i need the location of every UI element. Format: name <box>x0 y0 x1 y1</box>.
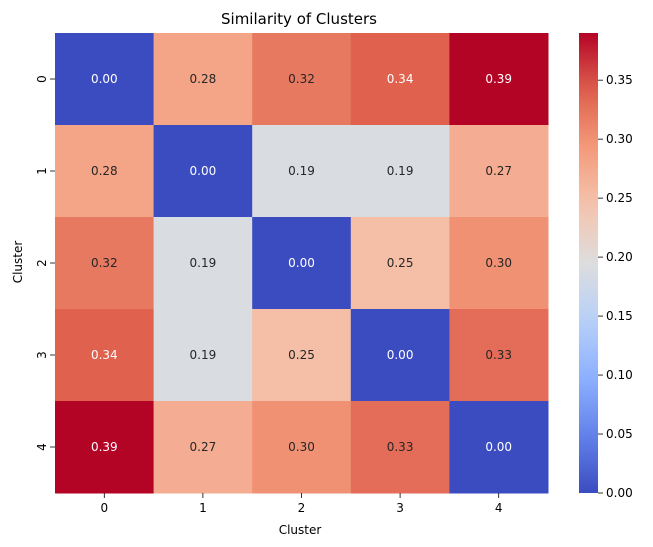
x-tick-label: 4 <box>495 501 503 515</box>
heatmap-cell <box>449 309 549 402</box>
heatmap-cell <box>252 401 352 494</box>
cell-value-label: 0.32 <box>288 72 315 86</box>
cell-value-label: 0.00 <box>91 72 118 86</box>
cell-value-label: 0.39 <box>91 440 118 454</box>
heatmap-cell <box>55 217 155 310</box>
cell-value-label: 0.30 <box>288 440 315 454</box>
cell-value-label: 0.32 <box>91 256 118 270</box>
colorbar-tick-label: 0.30 <box>606 132 633 146</box>
x-axis-label: Cluster <box>279 523 322 537</box>
heatmap-cell <box>55 309 155 402</box>
y-tick-label: 0 <box>35 75 49 83</box>
heatmap-cell <box>449 217 549 310</box>
heatmap-cell <box>252 217 352 310</box>
cell-value-label: 0.00 <box>387 348 414 362</box>
colorbar-tick-label: 0.20 <box>606 250 633 264</box>
cell-value-label: 0.33 <box>485 348 512 362</box>
heatmap-cell <box>153 401 253 494</box>
cell-value-label: 0.30 <box>485 256 512 270</box>
heatmap-cell <box>350 125 450 218</box>
colorbar-ticks: 0.00 0.05 0.10 0.15 0.20 0.25 0.30 0.35 <box>598 73 633 500</box>
y-axis-label: Cluster <box>11 241 25 284</box>
heatmap-cell <box>153 125 253 218</box>
cell-value-label: 0.27 <box>485 164 512 178</box>
colorbar <box>579 33 598 493</box>
chart-title: Similarity of Clusters <box>221 10 377 28</box>
heatmap-cells: 0.00 0.28 0.32 0.34 0.39 0.28 0.00 0.19 0.19 0.27… <box>55 33 549 494</box>
x-axis-ticks: 0 1 2 3 4 <box>100 493 503 515</box>
heatmap-cell <box>153 309 253 402</box>
x-tick-label: 0 <box>100 501 108 515</box>
colorbar-tick-label: 0.05 <box>606 427 633 441</box>
heatmap-cell <box>153 33 253 126</box>
cell-value-label: 0.28 <box>190 72 217 86</box>
heatmap-cell <box>449 401 549 494</box>
cell-value-label: 0.19 <box>190 348 217 362</box>
heatmap-cell <box>252 33 352 126</box>
heatmap-cell <box>350 401 450 494</box>
y-tick-label: 1 <box>35 167 49 175</box>
heatmap-cell <box>55 33 155 126</box>
heatmap-cell <box>55 401 155 494</box>
colorbar-tick-label: 0.10 <box>606 368 633 382</box>
y-tick-label: 2 <box>35 259 49 267</box>
cell-value-label: 0.28 <box>91 164 118 178</box>
cell-value-label: 0.19 <box>190 256 217 270</box>
heatmap-cell <box>252 125 352 218</box>
cell-value-label: 0.19 <box>387 164 414 178</box>
cell-value-label: 0.19 <box>288 164 315 178</box>
y-tick-label: 3 <box>35 351 49 359</box>
cell-value-label: 0.33 <box>387 440 414 454</box>
heatmap-cell <box>449 125 549 218</box>
cell-value-label: 0.39 <box>485 72 512 86</box>
cell-value-label: 0.25 <box>288 348 315 362</box>
cell-value-label: 0.00 <box>485 440 512 454</box>
x-tick-label: 1 <box>199 501 207 515</box>
cell-value-label: 0.27 <box>190 440 217 454</box>
cell-value-label: 0.34 <box>91 348 118 362</box>
x-tick-label: 3 <box>396 501 404 515</box>
heatmap-cell <box>153 217 253 310</box>
y-axis-ticks: 0 1 2 3 4 <box>35 75 55 451</box>
cell-value-label: 0.00 <box>190 164 217 178</box>
y-tick-label: 4 <box>35 443 49 451</box>
heatmap-cell <box>350 33 450 126</box>
heatmap-cell <box>449 33 549 126</box>
heatmap-cell <box>55 125 155 218</box>
cell-value-label: 0.25 <box>387 256 414 270</box>
colorbar-tick-label: 0.35 <box>606 73 633 87</box>
x-tick-label: 2 <box>298 501 306 515</box>
colorbar-tick-label: 0.15 <box>606 309 633 323</box>
heatmap-cell <box>350 309 450 402</box>
colorbar-tick-label: 0.25 <box>606 191 633 205</box>
cell-value-label: 0.34 <box>387 72 414 86</box>
heatmap-cell <box>252 309 352 402</box>
heatmap-cell <box>350 217 450 310</box>
cell-value-label: 0.00 <box>288 256 315 270</box>
colorbar-tick-label: 0.00 <box>606 486 633 500</box>
